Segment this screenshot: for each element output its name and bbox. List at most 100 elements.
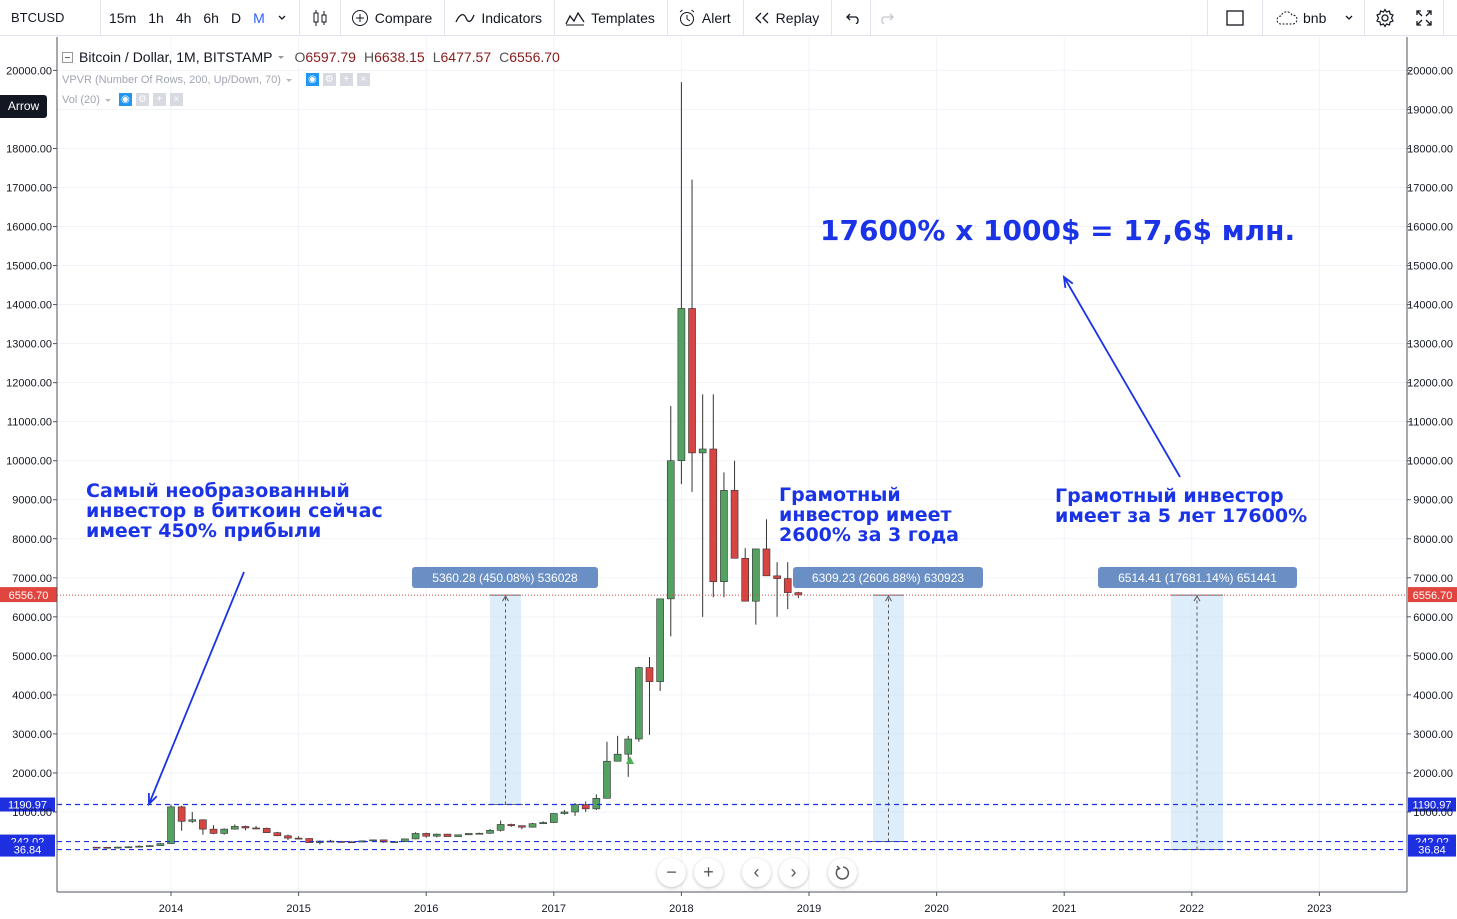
left-tick-label: 6000.00	[12, 612, 52, 624]
cloud-icon	[1276, 11, 1298, 25]
candle-body	[135, 845, 143, 848]
candle-body	[422, 833, 431, 837]
open-value: 6597.79	[305, 49, 356, 65]
alert-label: Alert	[701, 9, 731, 26]
interval-15m[interactable]: 15m	[109, 9, 137, 26]
indicators-button[interactable]: Indicators	[445, 0, 554, 36]
candles-icon	[313, 9, 327, 26]
candle-body	[613, 753, 622, 762]
left-tick-label: 17000.00	[6, 182, 52, 194]
chevron-down-icon	[1345, 15, 1353, 20]
chevron-down-icon[interactable]	[284, 75, 294, 85]
candle-body	[92, 846, 101, 849]
candle-body	[666, 460, 675, 600]
right-tick-label: 8000.00	[1413, 534, 1453, 546]
annotation-million[interactable]: 17600% х 1000$ = 17,6$ млн.	[820, 214, 1296, 247]
annotation-5-years[interactable]: Грамотный инвестор имеет за 5 лет 17600%	[1055, 485, 1308, 527]
eye-icon[interactable]: ◉	[118, 93, 132, 106]
layout-name: bnb	[1303, 10, 1327, 26]
alert-button[interactable]: Alert	[668, 0, 743, 36]
interval-d[interactable]: D	[230, 9, 242, 26]
annotation-arrow-left	[148, 571, 245, 805]
interval-1h[interactable]: 1h	[148, 9, 164, 26]
left-tick-label: 15000.00	[6, 261, 52, 273]
left-tick-label: 13000.00	[6, 339, 52, 351]
candle-body	[305, 838, 314, 843]
annotation-uneducated[interactable]: Самый необразованный инвестор в биткоин …	[86, 480, 383, 542]
chevron-down-icon[interactable]	[276, 52, 286, 62]
level-tag	[0, 797, 55, 812]
level-text: 36.84	[1418, 845, 1446, 857]
measure-label-bg	[1098, 567, 1297, 588]
annotation-3-years[interactable]: Грамотный инвестор имеет 2600% за 3 года	[779, 484, 959, 546]
fullscreen-button[interactable]	[1405, 0, 1443, 36]
candle-body	[581, 804, 590, 810]
left-tick-label: 5000.00	[12, 651, 52, 663]
year-label: 2017	[542, 903, 566, 915]
collapse-icon[interactable]	[62, 51, 73, 63]
candles	[92, 82, 803, 849]
fullscreen-select-button[interactable]	[1208, 0, 1262, 36]
left-tick-label: 11000.00	[7, 417, 52, 429]
zoom-out-button[interactable]: −	[657, 858, 686, 887]
add-icon[interactable]: +	[152, 93, 166, 106]
eye-icon[interactable]: ◉	[305, 73, 319, 86]
templates-label: Templates	[591, 9, 655, 26]
interval-6h[interactable]: 6h	[203, 9, 219, 26]
gear-icon[interactable]: ⚙	[322, 73, 336, 86]
low-value: 6477.57	[440, 49, 492, 65]
chart-style-button[interactable]	[300, 0, 340, 36]
candle-body	[730, 490, 739, 559]
expand-icon	[1416, 10, 1433, 26]
interval-4h[interactable]: 4h	[175, 9, 192, 26]
scroll-left-button[interactable]: ‹	[742, 858, 771, 887]
candle-body	[624, 738, 633, 755]
high-value: 6638.15	[374, 49, 425, 65]
candle-body	[645, 667, 654, 682]
scroll-controls: ‹ ›	[742, 858, 808, 887]
candle-body	[752, 548, 760, 602]
undo-icon	[846, 13, 859, 24]
chevron-down-icon[interactable]	[103, 95, 113, 105]
replay-button[interactable]: Replay	[744, 0, 832, 36]
zoom-controls: − +	[657, 858, 723, 887]
snapshot-button[interactable]	[1444, 0, 1457, 36]
add-icon[interactable]: +	[339, 73, 353, 86]
annotation-arrow-right-head	[1062, 275, 1074, 289]
symbol-search[interactable]: BTCUSD	[11, 10, 65, 25]
ohlc-values: O6597.79 H6638.15 L6477.57 C6556.70	[294, 49, 560, 65]
year-label: 2019	[797, 903, 821, 915]
price-chart[interactable]: 5360.28 (450.08%) 536028 6309.23 (2606.88…	[0, 37, 1457, 919]
scroll-right-button[interactable]: ›	[779, 858, 808, 887]
left-tick-label: 2000.00	[12, 768, 52, 780]
candle-body	[635, 667, 643, 740]
close-icon[interactable]: ×	[356, 73, 370, 86]
candle-body	[284, 835, 292, 839]
left-tick-label: 7000.00	[12, 573, 52, 585]
right-tick-label: 2000.00	[1413, 768, 1453, 780]
interval-dropdown[interactable]	[271, 0, 293, 36]
level-text: 36.84	[14, 845, 42, 857]
axes: 20000.00 19000.00 18000.00 17000.00 16000.00…	[6, 37, 1453, 915]
candle-body	[677, 308, 686, 461]
templates-button[interactable]: Templates	[555, 0, 667, 36]
settings-button[interactable]	[1365, 0, 1405, 36]
zoom-in-button[interactable]: +	[694, 858, 723, 887]
gear-icon[interactable]: ⚙	[135, 93, 149, 106]
layout-button[interactable]: bnb	[1263, 0, 1364, 36]
close-icon[interactable]: ×	[169, 93, 183, 106]
candle-body	[571, 804, 579, 813]
reset-chart-button[interactable]	[828, 858, 857, 887]
interval-m[interactable]: M	[253, 9, 265, 26]
level-tag	[1408, 797, 1456, 812]
top-toolbar: BTCUSD 15m 1h 4h 6h D M Compare Indicato…	[0, 0, 1457, 36]
undo-button[interactable]	[832, 0, 870, 36]
candle-body	[560, 811, 569, 814]
measure-label: 5360.28 (450.08%) 536028	[432, 571, 578, 585]
candle-body	[369, 839, 377, 842]
reset-icon	[835, 864, 849, 880]
candle-body	[518, 825, 526, 828]
compare-button[interactable]: Compare	[341, 0, 445, 36]
close-value: 6556.70	[509, 49, 560, 65]
redo-button[interactable]	[870, 0, 902, 36]
